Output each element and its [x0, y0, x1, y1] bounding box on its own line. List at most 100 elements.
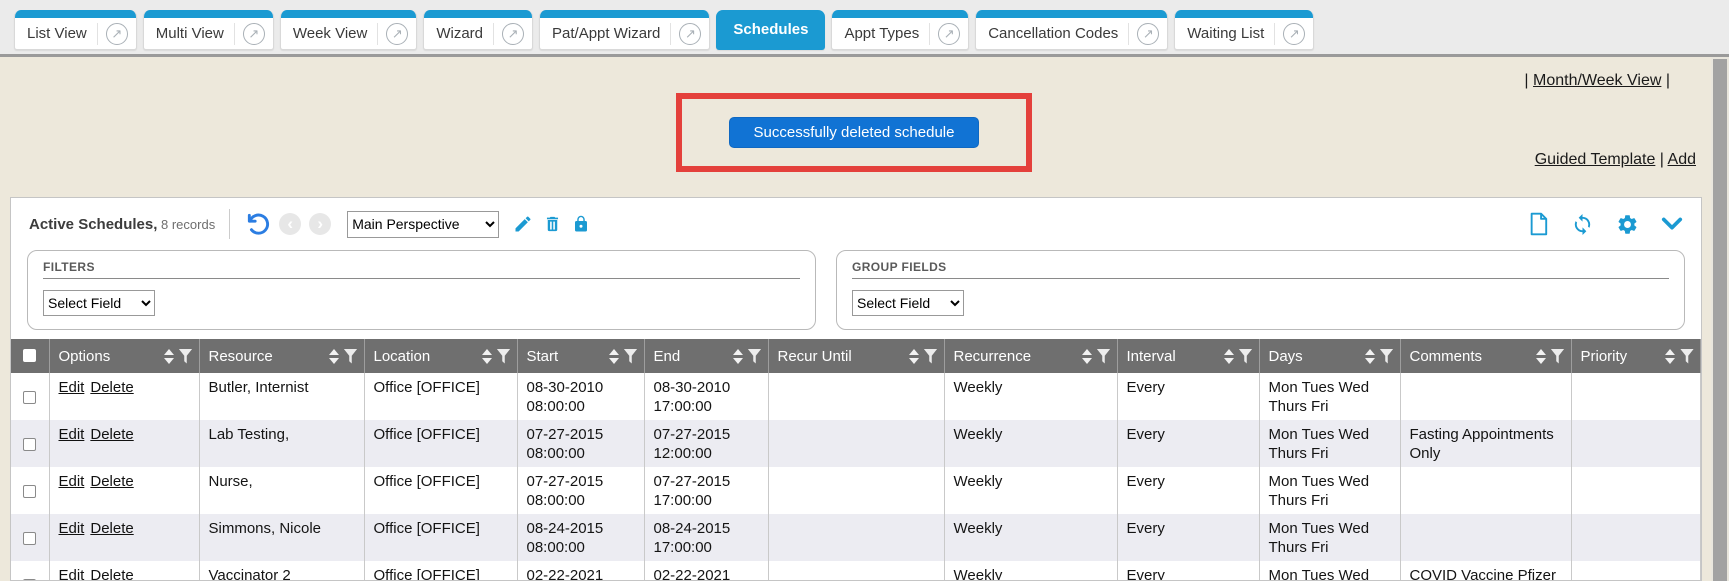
- column-header-interval[interactable]: Interval: [1126, 347, 1176, 365]
- sort-arrows-icon[interactable]: [1081, 348, 1092, 364]
- recurrence-cell: Weekly: [944, 561, 1118, 580]
- funnel-filter-icon[interactable]: [1238, 348, 1253, 364]
- edit-link[interactable]: Edit: [58, 567, 85, 581]
- popout-arrow-icon[interactable]: ↗: [679, 22, 702, 45]
- tab-cancellation-codes[interactable]: Cancellation Codes ↗: [975, 10, 1169, 50]
- delete-link[interactable]: Delete: [90, 379, 134, 396]
- recurrence-cell: Weekly: [944, 514, 1118, 561]
- priority-cell: [1571, 514, 1701, 561]
- column-header-priority[interactable]: Priority: [1580, 347, 1628, 365]
- success-message-button[interactable]: Successfully deleted schedule: [728, 117, 980, 148]
- sort-arrows-icon[interactable]: [908, 348, 919, 364]
- column-header-start[interactable]: Start: [526, 347, 559, 365]
- column-header-comments[interactable]: Comments: [1409, 347, 1483, 365]
- group-fields-label: GROUP FIELDS: [852, 260, 1669, 279]
- delete-link[interactable]: Delete: [90, 473, 134, 490]
- sort-arrows-icon[interactable]: [732, 348, 743, 364]
- gear-icon[interactable]: [1616, 213, 1639, 236]
- template-links: Guided Template | Add: [1534, 151, 1696, 168]
- table-row: Edit Delete Butler, Internist Office [OFF…: [11, 373, 1701, 420]
- tab-appt-types[interactable]: Appt Types ↗: [831, 10, 970, 50]
- funnel-filter-icon[interactable]: [496, 348, 511, 364]
- tab-week-view[interactable]: Week View ↗: [279, 10, 418, 50]
- row-checkbox[interactable]: [23, 437, 37, 451]
- sort-arrows-icon[interactable]: [1223, 348, 1234, 364]
- filters-field-select[interactable]: Select Field: [43, 290, 155, 316]
- funnel-filter-icon[interactable]: [923, 348, 938, 364]
- funnel-filter-icon[interactable]: [343, 348, 358, 364]
- row-checkbox[interactable]: [23, 484, 37, 498]
- row-checkbox[interactable]: [23, 578, 37, 580]
- sort-arrows-icon[interactable]: [328, 348, 339, 364]
- recur-until-cell: [768, 514, 945, 561]
- column-header-resource[interactable]: Resource: [208, 347, 273, 365]
- popout-arrow-icon[interactable]: ↗: [1283, 22, 1306, 45]
- month-week-view-link[interactable]: Month/Week View: [1533, 72, 1662, 89]
- column-header-end[interactable]: End: [653, 347, 681, 365]
- column-header-location[interactable]: Location: [373, 347, 431, 365]
- prev-circle-icon[interactable]: ‹: [279, 213, 302, 235]
- row-checkbox[interactable]: [23, 390, 37, 404]
- pencil-icon[interactable]: [513, 214, 533, 234]
- days-cell: Mon Tues Wed Thurs Fri: [1259, 514, 1401, 561]
- tab-waiting-list[interactable]: Waiting List ↗: [1174, 10, 1315, 50]
- popout-arrow-icon[interactable]: ↗: [105, 22, 128, 45]
- funnel-filter-icon[interactable]: [1550, 348, 1565, 364]
- sort-arrows-icon[interactable]: [481, 348, 492, 364]
- sort-arrows-icon[interactable]: [608, 348, 619, 364]
- edit-link[interactable]: Edit: [58, 520, 85, 537]
- delete-link[interactable]: Delete: [90, 567, 134, 581]
- priority-cell: [1571, 373, 1701, 420]
- funnel-filter-icon[interactable]: [1096, 348, 1111, 364]
- popout-arrow-icon[interactable]: ↗: [938, 22, 961, 45]
- edit-link[interactable]: Edit: [58, 473, 85, 490]
- select-all-checkbox[interactable]: [23, 349, 37, 363]
- funnel-filter-icon[interactable]: [178, 348, 193, 364]
- vertical-scrollbar[interactable]: [1711, 57, 1729, 581]
- column-header-recur-until[interactable]: Recur Until: [777, 347, 852, 365]
- column-header-options[interactable]: Options: [58, 347, 111, 365]
- sort-arrows-icon[interactable]: [1665, 348, 1675, 364]
- delete-link[interactable]: Delete: [90, 520, 134, 537]
- new-document-icon[interactable]: [1528, 212, 1549, 236]
- sort-arrows-icon[interactable]: [1364, 348, 1375, 364]
- delete-link[interactable]: Delete: [90, 426, 134, 443]
- popout-arrow-icon[interactable]: ↗: [502, 22, 525, 45]
- scrollbar-thumb[interactable]: [1713, 59, 1727, 581]
- column-header-recurrence[interactable]: Recurrence: [953, 347, 1032, 365]
- popout-arrow-icon[interactable]: ↗: [386, 22, 409, 45]
- funnel-filter-icon[interactable]: [747, 348, 762, 364]
- add-link[interactable]: Add: [1667, 151, 1696, 168]
- popout-arrow-icon[interactable]: ↗: [1137, 22, 1160, 45]
- popout-arrow-icon[interactable]: ↗: [242, 22, 265, 45]
- perspective-select[interactable]: Main Perspective: [347, 210, 500, 238]
- location-cell: Office [OFFICE]: [364, 514, 518, 561]
- sort-arrows-icon[interactable]: [1535, 348, 1546, 364]
- column-header-days[interactable]: Days: [1268, 347, 1303, 365]
- tab-label: Appt Types: [844, 25, 920, 42]
- interval-cell: Every: [1117, 373, 1260, 420]
- undo-icon[interactable]: [246, 212, 271, 237]
- collapse-chevron-icon[interactable]: [1661, 216, 1683, 232]
- lock-icon[interactable]: [572, 214, 590, 234]
- recurrence-cell: Weekly: [944, 420, 1118, 467]
- edit-link[interactable]: Edit: [58, 379, 85, 396]
- refresh-icon[interactable]: [1571, 213, 1594, 236]
- toolbar-right-icons: [1528, 212, 1689, 236]
- guided-template-link[interactable]: Guided Template: [1534, 151, 1656, 168]
- tab-schedules[interactable]: Schedules: [716, 10, 826, 50]
- trash-icon[interactable]: [543, 214, 562, 234]
- next-circle-icon[interactable]: ›: [309, 213, 332, 235]
- tab-multi-view[interactable]: Multi View ↗: [142, 10, 274, 50]
- group-fields-select[interactable]: Select Field: [852, 290, 964, 316]
- funnel-filter-icon[interactable]: [623, 348, 638, 364]
- tab-pat-appt-wizard[interactable]: Pat/Appt Wizard ↗: [539, 10, 711, 50]
- row-checkbox[interactable]: [23, 531, 37, 545]
- tab-list-view[interactable]: List View ↗: [14, 10, 137, 50]
- sort-arrows-icon[interactable]: [163, 348, 174, 364]
- edit-link[interactable]: Edit: [58, 426, 85, 443]
- funnel-filter-icon[interactable]: [1379, 348, 1394, 364]
- tab-wizard[interactable]: Wizard ↗: [423, 10, 534, 50]
- funnel-filter-icon[interactable]: [1680, 348, 1694, 364]
- select-all-cell: [11, 339, 50, 373]
